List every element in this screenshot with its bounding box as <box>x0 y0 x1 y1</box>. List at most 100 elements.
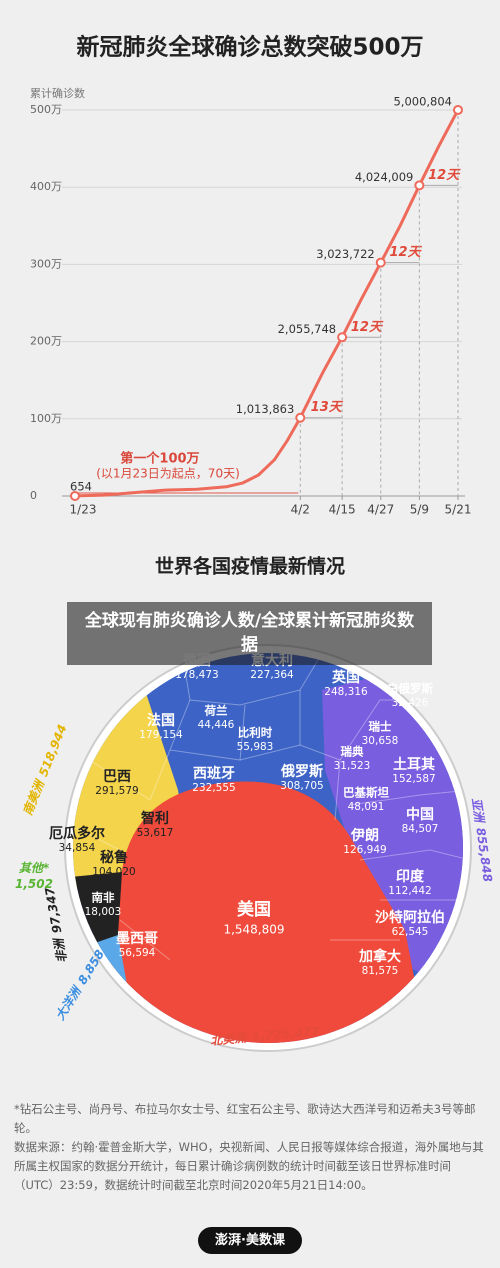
point <box>337 332 348 343</box>
country-cases: 55,983 <box>237 741 274 753</box>
footnote: *钻石公主号、尚丹号、布拉马尔女士号、红宝石公主号、歌诗达大西洋号和迈希夫3号等… <box>14 1102 476 1135</box>
continent-label: 其他* 1,502 <box>15 861 53 891</box>
country-name: 西班牙 <box>193 765 235 782</box>
country-name: 瑞典 <box>341 745 364 759</box>
continent-name: 南美洲 <box>20 777 47 817</box>
country-cases: 308,705 <box>280 780 323 792</box>
value-label: 2,055,748 <box>278 322 337 336</box>
interval-label: 12天 <box>428 168 461 183</box>
value-label: 3,023,722 <box>316 247 375 261</box>
country-name: 墨西哥 <box>116 931 158 947</box>
country-cases: 31,523 <box>334 760 371 772</box>
country-name: 沙特阿拉伯 <box>375 909 445 926</box>
chart-title: 新冠肺炎全球确诊总数突破500万 <box>76 34 423 61</box>
y-tick-label: 300万 <box>30 257 62 270</box>
country-cases: 1,548,809 <box>223 923 284 937</box>
country-name: 秘鲁 <box>100 849 128 866</box>
country-cases: 232,555 <box>192 782 235 794</box>
interval-label: 13天 <box>311 400 344 415</box>
country-cases: 104,020 <box>92 866 135 878</box>
country-cases: 291,579 <box>95 785 138 797</box>
country-cases: 56,594 <box>119 947 156 959</box>
y-axis-label: 累计确诊数 <box>30 86 85 100</box>
country-cases: 112,442 <box>388 885 431 897</box>
interval-label: 12天 <box>351 320 384 335</box>
continent-name: 其他* <box>19 861 50 875</box>
continent-name: 大洋洲 <box>52 983 84 1023</box>
continent-label: 北美洲 1,725,477 <box>210 1024 321 1048</box>
continent-name: 亚洲 <box>470 797 487 825</box>
section-title: 世界各国疫情最新情况 <box>155 555 345 578</box>
x-tick-label: 4/2 <box>291 503 310 517</box>
value-label: 4,024,009 <box>355 170 414 184</box>
country-cases: 48,091 <box>348 801 385 813</box>
continent-name: 非洲 <box>51 936 69 964</box>
country-name: 印度 <box>396 868 425 885</box>
footnotes: *钻石公主号、尚丹号、布拉马尔女士号、红宝石公主号、歌诗达大西洋号和迈希夫3号等… <box>14 1100 488 1195</box>
line-chart: 0 100万 200万 300万 400万 500万 1/23 4/2 4/15 4/27 5/9 5… <box>30 94 471 516</box>
continent-label: 非洲97,347 <box>42 886 69 964</box>
y-tick-label: 100万 <box>30 412 62 425</box>
country-name: 巴西 <box>103 769 131 785</box>
continent-total: 8,858 <box>75 947 107 987</box>
continent-name: 北美洲 <box>210 1030 249 1047</box>
country-name: 加拿大 <box>358 948 401 965</box>
country-cases: 34,854 <box>59 842 96 854</box>
logo: 澎湃·美数课 <box>198 1227 302 1254</box>
country-cases: 18,003 <box>85 906 122 918</box>
country-cases: 227,364 <box>250 669 294 681</box>
interval-label: 12天 <box>390 245 423 260</box>
country-name: 巴基斯坦 <box>343 786 389 800</box>
point <box>70 490 80 501</box>
country-cases: 32,426 <box>392 697 429 709</box>
value-label: 654 <box>70 479 92 493</box>
country-name: 英国 <box>331 669 360 686</box>
x-tick-label: 4/27 <box>367 503 394 517</box>
footnote: 数据来源：约翰·霍普金斯大学，WHO，央视新闻、人民日报等媒体综合报道，海外属地… <box>14 1140 484 1192</box>
country-cases: 53,617 <box>137 827 174 839</box>
country-name: 白俄罗斯 <box>387 682 433 696</box>
continent-total: 855,848 <box>474 827 495 883</box>
point <box>375 257 386 268</box>
north-america-region <box>100 781 430 1043</box>
banner: 全球现有肺炎确诊人数/全球累计新冠肺炎数据 <box>67 602 432 665</box>
treemap-labels: 德国178,473意大利227,364英国248,316白俄罗斯32,426法国… <box>15 652 495 1047</box>
annotation: 第一个100万 <box>120 451 199 467</box>
country-cases: 179,154 <box>139 729 183 741</box>
country-name: 比利时 <box>238 726 273 740</box>
y-tick-label: 0 <box>30 489 37 502</box>
value-label: 1,013,863 <box>236 402 295 416</box>
country-name: 伊朗 <box>350 827 379 844</box>
country-name: 荷兰 <box>204 704 228 718</box>
value-label: 5,000,804 <box>393 94 452 108</box>
country-cases: 178,473 <box>175 669 218 681</box>
country-cases: 248,316 <box>324 686 368 698</box>
y-tick-label: 400万 <box>30 180 62 193</box>
country-cases: 84,507 <box>402 823 439 835</box>
country-name: 瑞士 <box>369 720 392 734</box>
continent-label: 南美洲518,944 <box>20 722 69 817</box>
country-cases: 30,658 <box>362 735 399 747</box>
continent-total: 1,725,477 <box>252 1024 321 1044</box>
y-tick-label: 500万 <box>30 103 62 116</box>
x-tick-label: 5/9 <box>410 503 429 517</box>
country-name: 土耳其 <box>393 756 435 773</box>
annotation: (以1月23日为起点，70天) <box>96 467 240 481</box>
country-cases: 126,949 <box>343 844 386 856</box>
continent-total: 518,944 <box>36 722 69 778</box>
continent-label: 亚洲855,848 <box>470 797 496 883</box>
country-name: 美国 <box>237 899 271 920</box>
country-name: 俄罗斯 <box>280 763 323 780</box>
continent-total: 1,502 <box>15 877 53 891</box>
country-cases: 44,446 <box>198 719 235 731</box>
x-tick-label: 4/15 <box>329 503 356 517</box>
x-tick-label: 5/21 <box>445 503 472 517</box>
x-tick-label: 1/23 <box>70 503 97 517</box>
country-name: 中国 <box>406 806 434 823</box>
continent-total: 97,347 <box>42 886 64 935</box>
country-name: 法国 <box>147 712 175 729</box>
country-name: 南非 <box>92 891 115 905</box>
